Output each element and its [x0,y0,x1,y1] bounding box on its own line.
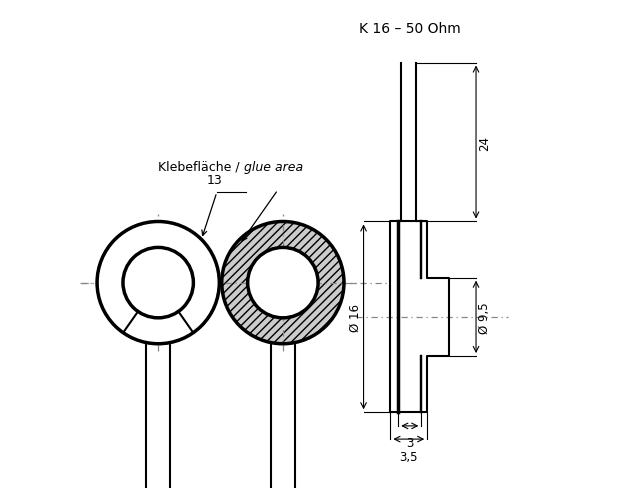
Wedge shape [222,222,344,344]
Text: glue area: glue area [244,160,303,173]
Text: 3: 3 [406,436,413,449]
Circle shape [97,222,220,344]
Text: 13: 13 [207,174,223,187]
Text: Ø 9,5: Ø 9,5 [478,302,491,333]
Text: 24: 24 [478,135,491,150]
Text: K 16 – 50 Ohm: K 16 – 50 Ohm [359,22,461,36]
Text: Ø 16: Ø 16 [348,303,361,331]
Text: 3,5: 3,5 [399,450,418,463]
Circle shape [248,248,318,318]
Text: Klebefläche /: Klebefläche / [158,160,244,173]
